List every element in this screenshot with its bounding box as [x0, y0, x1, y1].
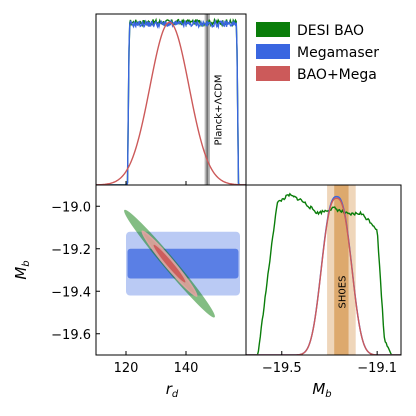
shoes-band-inner [334, 185, 349, 355]
legend: DESI BAO Megamaser BAO+Mega [256, 22, 379, 83]
Mb-combined-curve [246, 197, 401, 355]
rd-megamaser-curve [96, 19, 246, 185]
planck-band-label: Planck+ΛCDM [213, 74, 224, 145]
legend-swatch-combined [256, 66, 290, 81]
joint-combined-inner [153, 244, 186, 283]
shoes-band-label: SH0ES [337, 276, 348, 309]
Mb-marginal-ticks: −19.5 −19.1 [262, 351, 397, 376]
rd-tick-label: 120 [114, 361, 139, 376]
Mb-desi-curve [246, 192, 401, 355]
Mb-megamaser-curve [246, 195, 401, 355]
Mb-marginal-frame [245, 184, 402, 356]
Mb-x-tick-label: −19.5 [262, 361, 302, 376]
planck-band-core [206, 14, 209, 185]
legend-swatch-megamaser [256, 44, 290, 59]
Mb-tick-label: −19.0 [51, 200, 91, 215]
legend-label-megamaser: Megamaser [297, 45, 379, 61]
rd-marginal-ticks [125, 181, 187, 185]
x-axis-label-rd: rd [166, 380, 179, 400]
y-axis-label-Mb: Mb [12, 260, 32, 279]
rd-combined-curve [96, 21, 246, 185]
rd-tick-label: 140 [174, 361, 199, 376]
Mb-tick-label: −19.4 [51, 285, 91, 300]
joint-ticks: 120 140 −19.0 −19.2 −19.4 −19.6 [51, 200, 198, 376]
legend-label-desi: DESI BAO [297, 23, 364, 39]
Mb-tick-label: −19.2 [51, 243, 91, 258]
Mb-tick-label: −19.6 [51, 328, 91, 343]
x-axis-label-Mb: Mb [312, 380, 331, 400]
rd-marginal-panel: Planck+ΛCDM [95, 13, 247, 186]
legend-swatch-desi [256, 22, 290, 37]
Mb-marginal-panel: SH0ES −19.5 −19.1 [245, 184, 402, 376]
legend-label-combined: BAO+Mega [297, 67, 377, 83]
joint-panel: 120 140 −19.0 −19.2 −19.4 −19.6 [51, 184, 247, 376]
Mb-x-tick-label: −19.1 [357, 361, 397, 376]
